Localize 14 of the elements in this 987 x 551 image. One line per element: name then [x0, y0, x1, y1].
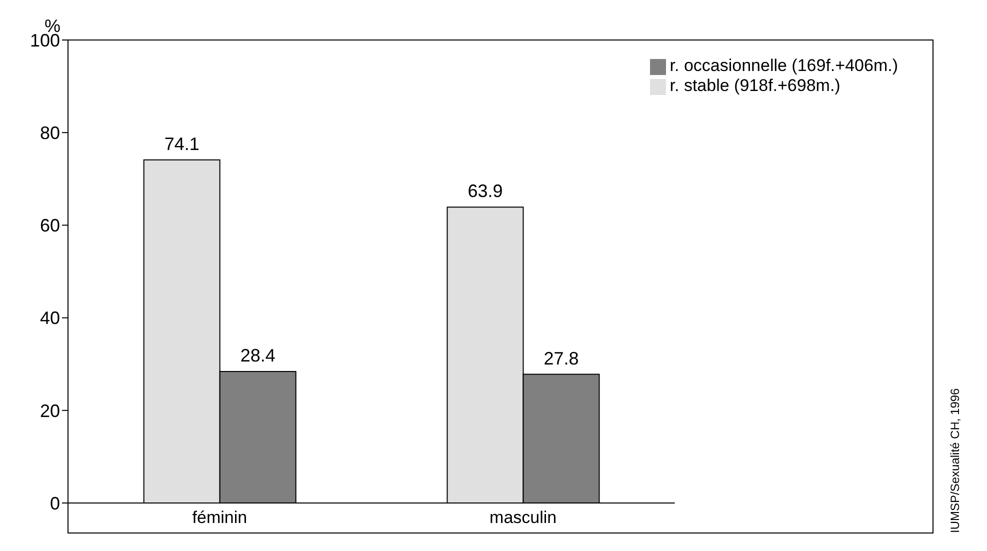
text: IUMSP/Sexualité CH, 1996	[948, 388, 962, 533]
x-tick-label: masculin	[490, 508, 557, 528]
legend-label: r. stable (918f.+698m.)	[670, 76, 840, 95]
x-tick-label: féminin	[192, 508, 248, 528]
y-tick-label: 60	[40, 216, 60, 236]
y-tick-label: 0	[50, 493, 60, 514]
legend-label: r. occasionnelle (169f.+406m.)	[670, 56, 898, 75]
data-label: 28.4	[240, 346, 276, 366]
data-label: 27.8	[544, 348, 579, 368]
y-tick-label: 40	[40, 308, 60, 328]
data-label: 63.9	[468, 181, 503, 202]
y-tick-label: 20	[40, 400, 60, 421]
y-tick-label: 80	[40, 122, 60, 143]
data-label: 74.1	[164, 134, 200, 154]
